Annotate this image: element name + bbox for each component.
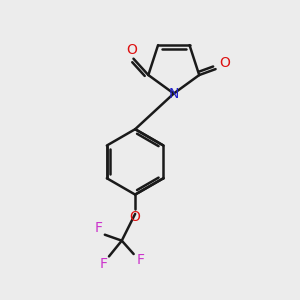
Text: N: N [169, 86, 179, 100]
Text: O: O [127, 43, 137, 57]
Text: O: O [219, 56, 230, 70]
Text: F: F [137, 253, 145, 267]
Text: F: F [100, 256, 108, 271]
Text: O: O [130, 211, 141, 224]
Text: F: F [95, 221, 103, 235]
